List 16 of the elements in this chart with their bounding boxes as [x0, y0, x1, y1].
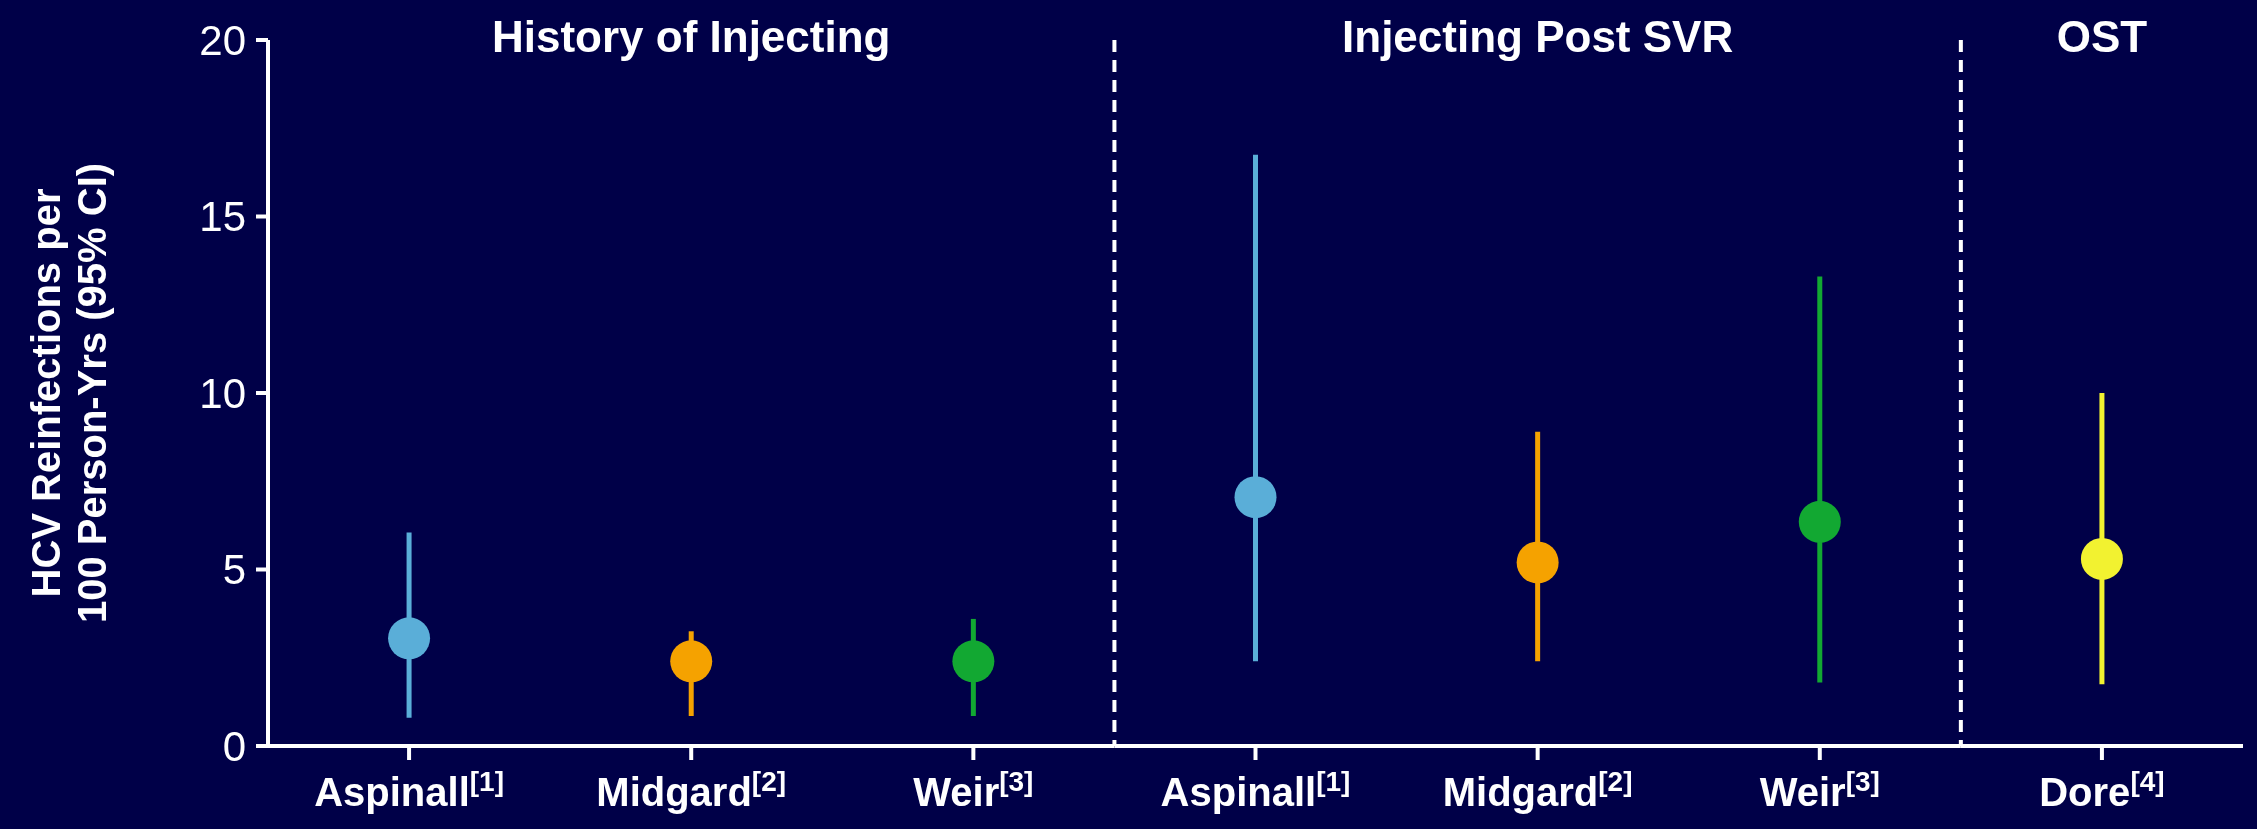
y-tick-label: 5	[222, 546, 246, 594]
x-tick-label: Dore$^{[4]}$	[2039, 765, 2165, 814]
x-tick-label: Aspinall$^{[1]}$	[1160, 765, 1351, 814]
chart-title: History of Injecting	[491, 12, 891, 61]
x-tick-label: Midgard$^{[2]}$	[596, 765, 787, 814]
y-axis-title: HCV Reinfections per 100 Person-Yrs (95% CI)	[24, 162, 114, 624]
y-tick-label: 20	[199, 16, 246, 64]
y-tick-label: 0	[222, 722, 246, 770]
y-tick-label: 10	[199, 369, 246, 417]
y-tick-label: 15	[199, 193, 246, 241]
x-tick-label: Weir$^{[3]}$	[913, 765, 1034, 814]
chart-title: Injecting Post SVR	[1342, 12, 1734, 61]
x-tick-label: Weir$^{[3]}$	[1759, 765, 1880, 814]
x-tick-label: Aspinall$^{[1]}$	[314, 765, 504, 814]
x-tick-label: Midgard$^{[2]}$	[1442, 765, 1633, 814]
chart-title: OST	[2056, 12, 2148, 61]
